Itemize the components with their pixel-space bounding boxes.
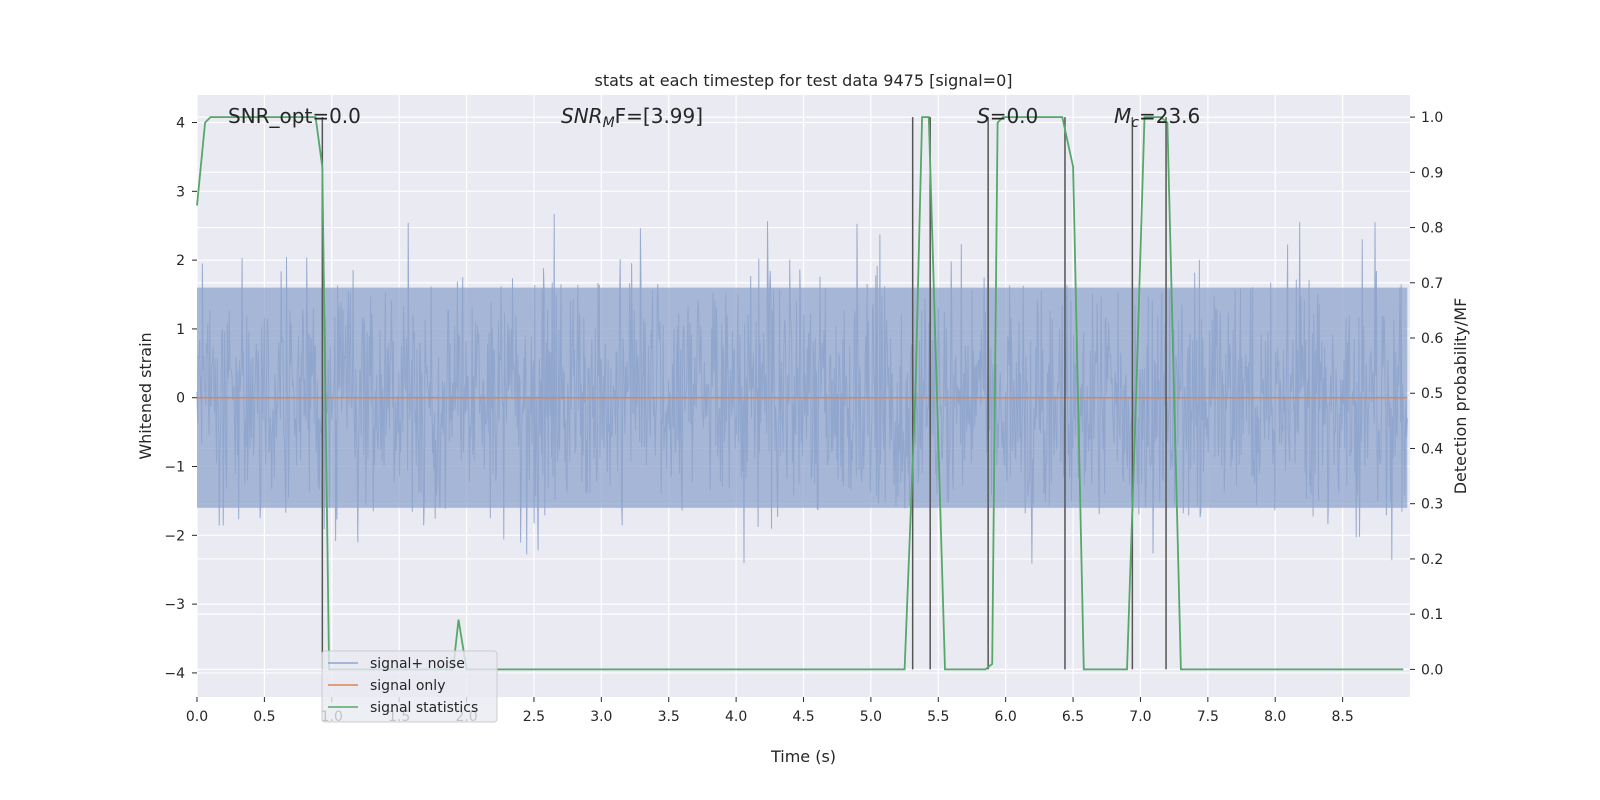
x-tick-label-5: 2.5 — [523, 709, 545, 725]
right-y-tick-label-3: 0.3 — [1421, 497, 1443, 513]
annotation-snr-mf: SNRMF=[3.99] — [561, 104, 703, 131]
y-tick-label-2: −2 — [164, 528, 185, 544]
x-tick-label-9: 4.5 — [792, 709, 814, 725]
x-tick-label-17: 8.5 — [1331, 709, 1353, 725]
legend-label-signal-noise: signal+ noise — [370, 656, 465, 672]
y-tick-label-6: 2 — [176, 253, 185, 269]
x-tick-label-1: 0.5 — [253, 709, 275, 725]
x-tick-label-11: 5.5 — [927, 709, 949, 725]
legend-box — [321, 650, 498, 723]
y-axis-ticks: −4 −3 −2 −1 0 1 2 3 4 — [164, 116, 197, 682]
legend-label-signal-statistics: signal statistics — [370, 700, 478, 716]
annotation-mc-rest: =23.6 — [1139, 104, 1200, 128]
annotation-snr-mf-sub: M — [603, 115, 615, 131]
signal-statistics-series — [196, 116, 1404, 671]
annotation-snr-mf-main: SNR — [561, 104, 603, 128]
y-tick-label-4: 0 — [176, 391, 185, 407]
x-tick-label-15: 7.5 — [1197, 709, 1219, 725]
x-tick-label-0: 0.0 — [186, 709, 208, 725]
annotation-mc-main: M — [1114, 104, 1131, 128]
annotation-s: S=0.0 — [977, 104, 1038, 128]
chart-title: stats at each timestep for test data 947… — [594, 71, 1012, 90]
right-y-axis-label: Detection probability/MF — [1451, 298, 1470, 495]
plot-area — [196, 116, 1408, 671]
annotation-mc-sub: c — [1131, 115, 1139, 131]
right-y-tick-label-0: 0.0 — [1421, 662, 1443, 678]
x-tick-label-12: 6.0 — [995, 709, 1017, 725]
right-y-tick-label-8: 0.8 — [1421, 221, 1443, 237]
x-tick-label-16: 8.0 — [1264, 709, 1286, 725]
right-y-tick-label-9: 0.9 — [1421, 165, 1443, 181]
right-y-axis-ticks: 0.0 0.1 0.2 0.3 0.4 0.5 0.6 0.7 0.8 0.9 1.0 — [1410, 110, 1443, 678]
x-tick-label-7: 3.5 — [658, 709, 680, 725]
annotation-snr-opt: SNR_opt=0.0 — [228, 104, 361, 128]
annotation-s-rest: =0.0 — [990, 104, 1039, 128]
y-tick-label-3: −1 — [164, 460, 185, 476]
y-tick-label-5: 1 — [176, 322, 185, 338]
y-axis-label: Whitened strain — [136, 332, 155, 459]
right-y-tick-label-2: 0.2 — [1421, 552, 1443, 568]
y-tick-label-0: −4 — [164, 666, 185, 682]
y-tick-label-8: 4 — [176, 116, 185, 132]
right-y-tick-label-6: 0.6 — [1421, 331, 1443, 347]
legend: signal+ noise signal only signal statist… — [321, 650, 498, 723]
x-axis-label: Time (s) — [770, 747, 836, 766]
x-tick-label-10: 5.0 — [860, 709, 882, 725]
x-tick-label-8: 4.0 — [725, 709, 747, 725]
legend-label-signal-only: signal only — [370, 678, 445, 694]
annotation-mc: Mc=23.6 — [1114, 104, 1200, 131]
y-tick-label-7: 3 — [176, 184, 185, 200]
right-y-tick-label-5: 0.5 — [1421, 386, 1443, 402]
x-tick-label-6: 3.0 — [590, 709, 612, 725]
annotation-s-main: S — [977, 104, 990, 128]
x-tick-label-14: 7.0 — [1129, 709, 1151, 725]
y-tick-label-1: −3 — [164, 597, 185, 613]
right-y-tick-label-10: 1.0 — [1421, 110, 1443, 126]
right-y-tick-label-1: 0.1 — [1421, 607, 1443, 623]
x-tick-label-13: 6.5 — [1062, 709, 1084, 725]
right-y-tick-label-4: 0.4 — [1421, 441, 1443, 457]
annotation-snr-mf-rest: F=[3.99] — [615, 104, 703, 128]
right-y-tick-label-7: 0.7 — [1421, 276, 1443, 292]
